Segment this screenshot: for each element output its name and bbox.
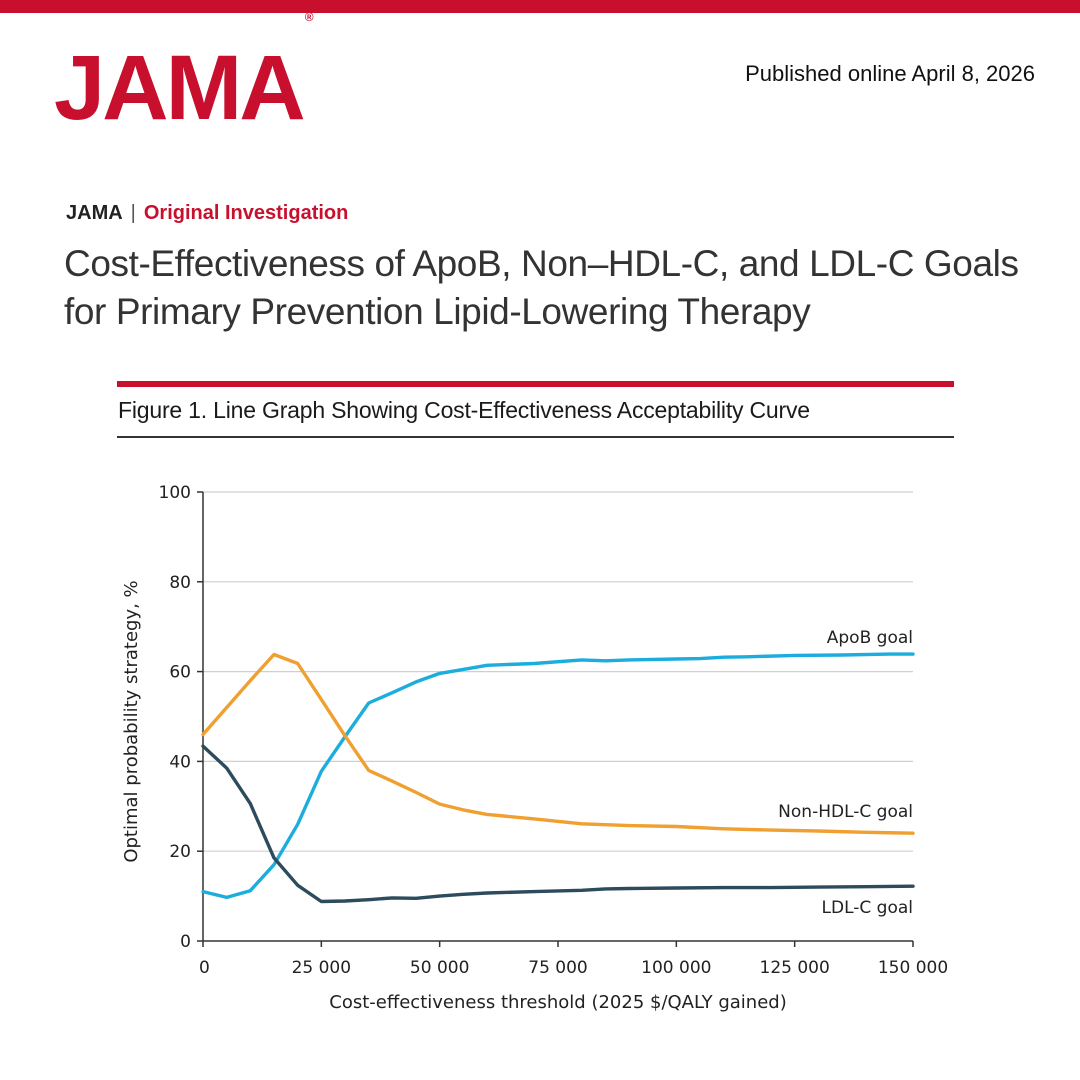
top-accent-bar [0,0,1080,13]
published-date: Published online April 8, 2026 [745,61,1035,86]
article-title: Cost-Effectiveness of ApoB, Non–HDL-C, a… [64,243,1019,332]
x-tick-label: 50 000 [410,958,469,978]
gridlines [203,491,913,852]
y-tick-label: 20 [169,842,191,862]
series-line-apob-goal [201,652,915,900]
x-tick-label: 25 000 [292,958,351,978]
figure-bottom-rule [117,436,954,438]
series-label: Non-HDL-C goal [778,802,913,822]
x-tick-label: 75 000 [528,958,587,978]
figure-caption: Figure 1. Line Graph Showing Cost-Effect… [118,397,810,423]
series-line-ldl-c-goal [201,744,915,904]
y-tick-label: 80 [169,573,191,593]
axes [197,491,914,947]
y-tick-label: 0 [180,932,191,952]
logo-text: JAMA [54,37,306,139]
series-line-non-hdl-c-goal [201,652,915,835]
x-axis-title: Cost-effectiveness threshold (2025 $/QAL… [329,992,787,1013]
x-tick-label: 0 [199,958,210,978]
x-tick-label: 125 000 [760,958,830,978]
series-lines [201,652,915,904]
x-tick-label: 100 000 [641,958,711,978]
y-tick-label: 40 [169,752,191,772]
chart-labels: 0 20 40 60 80 100 0 25 000 50 000 75 000 100 000 12… [121,483,948,1013]
y-tick-label: 100 [159,483,191,503]
series-label: LDL-C goal [822,898,913,918]
y-axis-title: Optimal probability strategy, % [121,580,142,862]
kicker-separator: | [130,202,136,224]
x-tick-label: 150 000 [878,958,948,978]
jama-logo: JAMA® [54,11,314,134]
y-tick-label: 60 [169,663,191,683]
registered-mark: ® [304,10,314,25]
article-section: Original Investigation [143,202,349,224]
figure-top-rule [117,381,954,387]
article-kicker: JAMA | Original Investigation [66,202,348,225]
journal-name: JAMA [66,202,123,224]
series-label: ApoB goal [827,628,913,648]
